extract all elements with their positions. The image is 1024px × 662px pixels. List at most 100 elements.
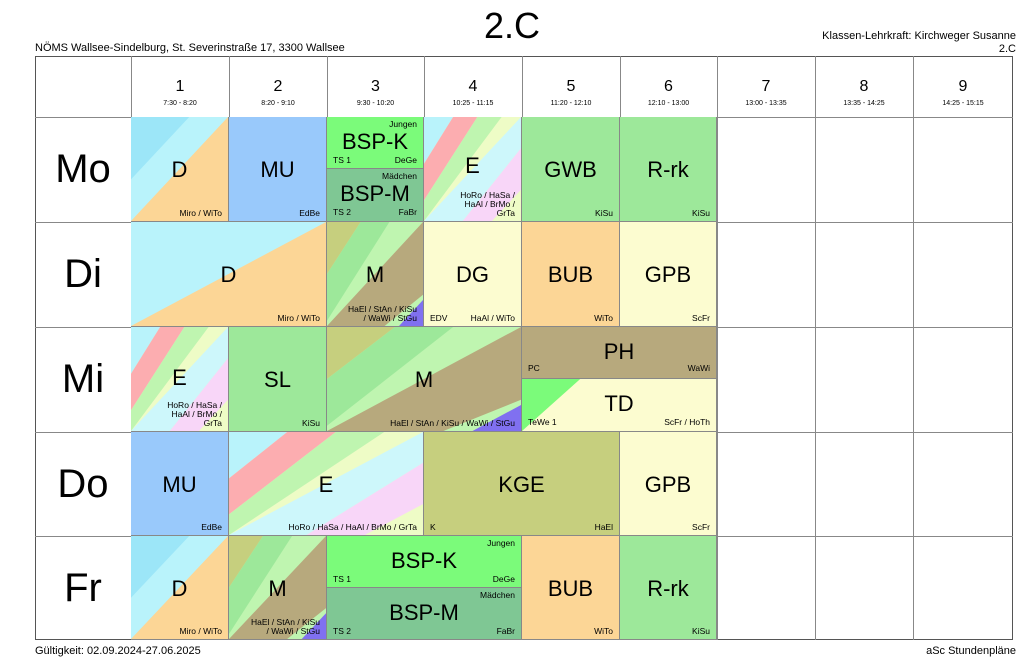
period-header-6: 6 12:10 - 13:00: [647, 78, 690, 107]
lesson-fr-3-4-boys[interactable]: Jungen BSP-K TS 1 DeGe: [327, 536, 522, 588]
teacher-label: KiSu: [692, 626, 710, 636]
period-header-1: 1 7:30 - 8:20: [163, 78, 197, 107]
room-label: EDV: [430, 313, 448, 323]
day-label-do: Do: [57, 462, 109, 506]
lesson-di-1-2[interactable]: D Miro / WiTo: [131, 222, 327, 327]
group-label: Jungen: [389, 119, 417, 129]
period-header-9: 9 14:25 - 15:15: [942, 78, 984, 107]
period-header-3: 3 9:30 - 10:20: [356, 78, 395, 107]
lesson-mo-6[interactable]: R-rk KiSu: [620, 117, 717, 222]
lesson-fr-6[interactable]: R-rk KiSu: [620, 536, 717, 640]
period-header-5: 5 11:20 - 12:10: [550, 78, 592, 107]
teacher-label: KiSu: [692, 208, 710, 218]
lesson-mo-2[interactable]: MU EdBe: [229, 117, 327, 222]
teacher-label: Miro / WiTo: [277, 313, 321, 323]
lesson-do-1[interactable]: MU EdBe: [131, 432, 229, 536]
teacher-label: HoRo / HaSa / HaAl / BrMo / GrTa: [460, 190, 515, 218]
validity-range: Gültigkeit: 02.09.2024-27.06.2025: [35, 645, 201, 657]
class-teacher-label: Klassen-Lehrkraft: Kirchweger Susanne: [822, 30, 1016, 42]
teacher-label: EdBe: [299, 208, 320, 218]
room-label: TS 2: [333, 626, 351, 636]
lesson-mo-4[interactable]: E HoRo / HaSa / HaAl / BrMo / GrTa: [424, 117, 522, 222]
period-header-2: 2 8:20 - 9:10: [261, 78, 295, 107]
day-label-mi: Mi: [61, 357, 105, 401]
teacher-label: HaAl / WiTo: [470, 313, 515, 323]
lesson-di-6[interactable]: GPB ScFr: [620, 222, 717, 327]
subject-label: D: [171, 157, 188, 182]
subject-label: GPB: [644, 472, 692, 497]
period-header-7: 7 13:00 - 13:35: [745, 78, 787, 107]
lesson-mo-5[interactable]: GWB KiSu: [522, 117, 620, 222]
subject-label: BUB: [547, 262, 594, 287]
subject-label: E: [465, 153, 480, 178]
teacher-label: Miro / WiTo: [179, 208, 223, 218]
subject-label: D: [171, 576, 188, 601]
teacher-label: DeGe: [492, 574, 515, 584]
teacher-label: WiTo: [594, 626, 613, 636]
room-label: TS 1: [333, 574, 351, 584]
lesson-mi-3-4[interactable]: M HaEl / StAn / KiSu / WaWi / StGu: [327, 327, 522, 432]
room-label: K: [430, 522, 436, 532]
lesson-fr-3-4-girls[interactable]: Mädchen BSP-M TS 2 FaBr: [327, 588, 522, 640]
teacher-label: EdBe: [201, 522, 222, 532]
teacher-label: HaEl / StAn / KiSu / WaWi / StGu: [390, 418, 515, 428]
lesson-fr-5[interactable]: BUB WiTo: [522, 536, 620, 640]
teacher-label: HaEl / StAn / KiSu / WaWi / StGu: [348, 304, 417, 323]
subject-label: M: [414, 367, 434, 392]
group-label: Mädchen: [382, 171, 417, 181]
lesson-mi-5-6-physics[interactable]: PH PC WaWi: [522, 327, 717, 379]
lesson-mi-2[interactable]: SL KiSu: [229, 327, 327, 432]
lesson-mo-1[interactable]: D Miro / WiTo: [131, 117, 229, 222]
teacher-label: WaWi: [687, 363, 710, 373]
class-title: 2.C: [483, 5, 541, 46]
subject-label: BUB: [547, 576, 594, 601]
lesson-do-4-5[interactable]: KGE K HaEl: [424, 432, 620, 536]
teacher-label: ScFr / HoTh: [664, 417, 710, 427]
teacher-label: KiSu: [595, 208, 613, 218]
teacher-label: KiSu: [302, 418, 320, 428]
subject-label: D: [220, 262, 237, 287]
teacher-label: FaBr: [398, 207, 417, 217]
subject-label: M: [365, 262, 385, 287]
teacher-label: DeGe: [394, 155, 417, 165]
subject-label: R-rk: [647, 576, 689, 601]
lesson-mo-3-boys[interactable]: Jungen BSP-K TS 1 DeGe: [327, 117, 424, 169]
teacher-label: HaEl: [594, 522, 613, 532]
teacher-label: ScFr: [692, 522, 710, 532]
subject-label: BSP-M: [389, 600, 459, 625]
lesson-mi-5-6-td[interactable]: TD TeWe 1 ScFr / HoTh: [522, 379, 717, 432]
lesson-di-3[interactable]: M HaEl / StAn / KiSu / WaWi / StGu: [327, 222, 424, 327]
lesson-fr-1[interactable]: D Miro / WiTo: [131, 536, 229, 640]
lesson-mi-1[interactable]: E HoRo / HaSa / HaAl / BrMo / GrTa: [131, 327, 229, 432]
subject-label: R-rk: [647, 157, 689, 182]
subject-label: BSP-K: [341, 129, 409, 154]
school-address: NÖMS Wallsee-Sindelburg, St. Severinstra…: [35, 42, 345, 54]
subject-label: GPB: [644, 262, 692, 287]
teacher-label: FaBr: [496, 626, 515, 636]
subject-label: MU: [162, 472, 197, 497]
room-label: TS 2: [333, 207, 351, 217]
class-code: 2.C: [998, 43, 1016, 55]
class-teacher: Klassen-Lehrkraft: Kirchweger Susanne 2.…: [822, 30, 1016, 56]
lesson-di-5[interactable]: BUB WiTo: [522, 222, 620, 327]
lesson-di-4[interactable]: DG EDV HaAl / WiTo: [424, 222, 522, 327]
lesson-do-6[interactable]: GPB ScFr: [620, 432, 717, 536]
subject-label: E: [318, 472, 334, 497]
subject-label: BSP-K: [390, 548, 458, 573]
teacher-label: HoRo / HaSa / HaAl / BrMo / GrTa: [288, 522, 417, 532]
teacher-label: HoRo / HaSa / HaAl / BrMo / GrTa: [167, 400, 222, 428]
subject-label: E: [172, 365, 187, 390]
subject-label: GWB: [544, 157, 597, 182]
group-label: Mädchen: [480, 590, 515, 600]
lesson-mo-3-girls[interactable]: Mädchen BSP-M TS 2 FaBr: [327, 169, 424, 222]
subject-label: TD: [604, 391, 634, 416]
teacher-label: HaEl / StAn / KiSu / WaWi / StGu: [251, 617, 320, 636]
teacher-label: Miro / WiTo: [179, 626, 223, 636]
lesson-do-2-3[interactable]: E HoRo / HaSa / HaAl / BrMo / GrTa: [229, 432, 424, 536]
room-label: TS 1: [333, 155, 351, 165]
subject-label: KGE: [498, 472, 545, 497]
room-label: PC: [528, 363, 540, 373]
day-label-mo: Mo: [55, 147, 111, 191]
lesson-fr-2[interactable]: M HaEl / StAn / KiSu / WaWi / StGu: [229, 536, 327, 640]
subject-label: M: [268, 576, 287, 601]
